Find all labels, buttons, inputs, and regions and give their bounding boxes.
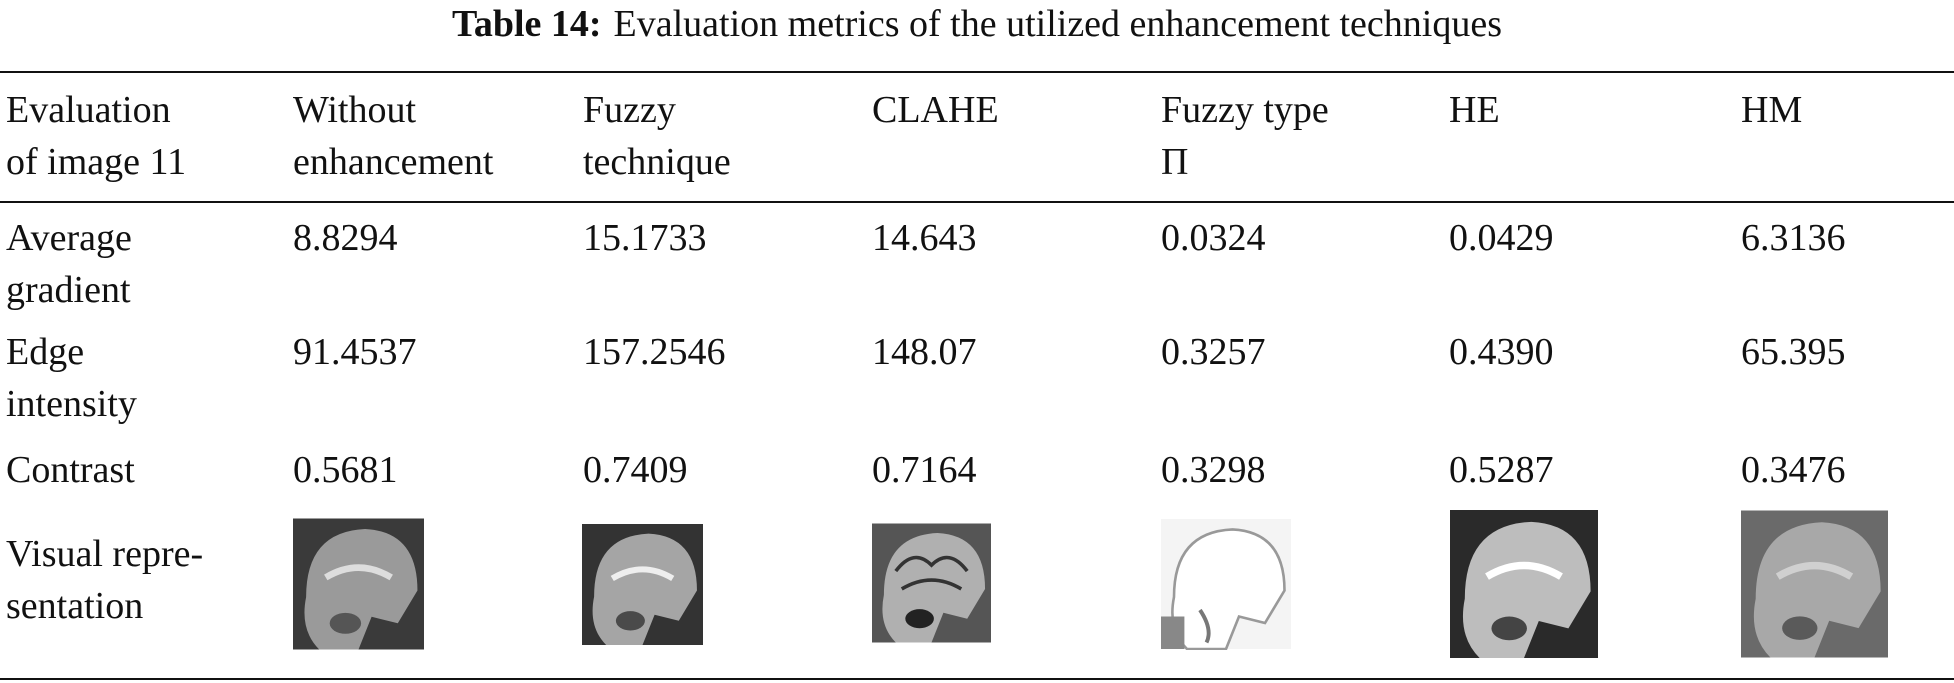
- table-cell: 65.395: [1741, 331, 1846, 373]
- table-cell: 148.07: [872, 331, 977, 373]
- table-cell: 0.0324: [1161, 217, 1266, 259]
- table-cell: 0.7164: [872, 449, 977, 491]
- header-cell: CLAHE: [872, 89, 999, 131]
- table-cell: 15.1733: [583, 217, 707, 259]
- table-cell: 14.643: [872, 217, 977, 259]
- header-cell: Without enhancement: [293, 89, 494, 183]
- table-cell: 91.4537: [293, 331, 417, 373]
- table-caption: Table 14: Evaluation metrics of the utili…: [0, 2, 1954, 46]
- table-cell: 0.5681: [293, 449, 398, 491]
- table-cell: 0.0429: [1449, 217, 1554, 259]
- top-rule: [0, 71, 1954, 73]
- bottom-rule: [0, 678, 1954, 680]
- image-fuzzy: [582, 524, 703, 645]
- header-cell: HE: [1449, 89, 1500, 131]
- table-cell: 0.3298: [1161, 449, 1266, 491]
- row-label: Average gradient: [6, 217, 132, 311]
- table-cell: 0.7409: [583, 449, 688, 491]
- table-cell: 8.8294: [293, 217, 398, 259]
- caption-label: Table 14:: [451, 3, 602, 45]
- table-cell: 0.3257: [1161, 331, 1266, 373]
- table-cell: 157.2546: [583, 331, 726, 373]
- row-label: Visual repre- sentation: [6, 533, 204, 627]
- header-cell: Fuzzy technique: [583, 89, 731, 183]
- table-cell: 0.3476: [1741, 449, 1846, 491]
- image-hm: [1741, 510, 1888, 658]
- image-fuzzy-type-pi: [1161, 519, 1291, 650]
- table-cell: 0.5287: [1449, 449, 1554, 491]
- row-label: Edge intensity: [6, 331, 137, 425]
- header-cell: HM: [1741, 89, 1803, 131]
- table-cell: 6.3136: [1741, 217, 1846, 259]
- row-label: Contrast: [6, 449, 135, 491]
- header-rule: [0, 201, 1954, 203]
- header-cell: Fuzzy type Π: [1161, 89, 1329, 183]
- image-he: [1450, 510, 1598, 658]
- table-cell: 0.4390: [1449, 331, 1554, 373]
- header-cell: Evaluation of image 11: [6, 89, 187, 183]
- caption-text: Evaluation metrics of the utilized enhan…: [613, 3, 1503, 45]
- image-without-enhancement: [293, 518, 424, 650]
- image-clahe: [872, 523, 991, 643]
